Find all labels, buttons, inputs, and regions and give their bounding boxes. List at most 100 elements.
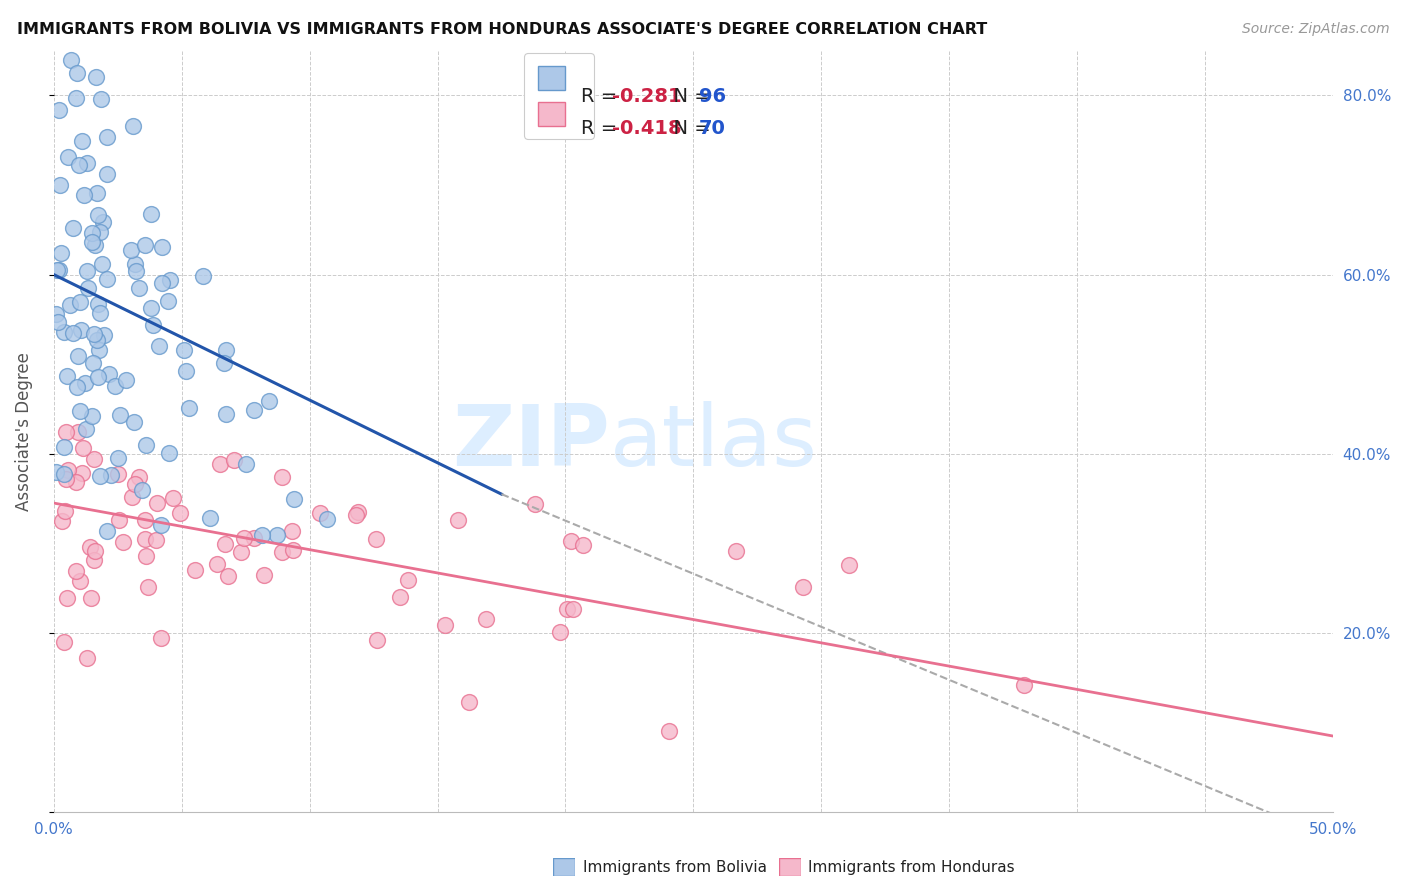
Point — [250, 527, 273, 541]
Point — [76, 156, 98, 170]
Point — [89, 225, 111, 239]
Point — [366, 532, 388, 546]
Point — [59, 298, 82, 312]
Point — [82, 235, 104, 250]
Point — [53, 440, 76, 454]
Point — [235, 458, 257, 472]
Point — [67, 158, 90, 172]
Point — [96, 130, 118, 145]
Point — [838, 558, 860, 572]
Point — [108, 408, 131, 422]
Point — [222, 452, 245, 467]
Point — [86, 333, 108, 347]
Point — [82, 409, 104, 423]
Point — [75, 422, 97, 436]
Point — [56, 463, 79, 477]
Point — [69, 574, 91, 589]
Point — [159, 273, 181, 287]
Point — [66, 66, 89, 80]
Point — [48, 262, 70, 277]
Text: -0.281: -0.281 — [612, 87, 682, 106]
Point — [76, 263, 98, 277]
Point — [65, 91, 87, 105]
Point — [231, 545, 253, 559]
Point — [658, 723, 681, 738]
Point — [148, 339, 170, 353]
Point — [243, 402, 266, 417]
Point — [93, 215, 115, 229]
Point — [80, 591, 103, 606]
Point — [124, 477, 146, 491]
Point — [69, 323, 91, 337]
Point — [60, 53, 83, 67]
Point — [107, 450, 129, 465]
Point — [53, 635, 76, 649]
Point — [66, 379, 89, 393]
Point — [215, 407, 238, 421]
Point — [84, 543, 107, 558]
Point — [433, 618, 456, 632]
Point — [121, 490, 143, 504]
Text: Source: ZipAtlas.com: Source: ZipAtlas.com — [1241, 22, 1389, 37]
Point — [243, 531, 266, 545]
Point — [98, 367, 121, 381]
Point — [283, 491, 305, 506]
Point — [96, 524, 118, 538]
Point — [232, 532, 254, 546]
Point — [87, 343, 110, 357]
Text: Immigrants from Honduras: Immigrants from Honduras — [808, 860, 1015, 874]
Text: N =: N = — [661, 87, 717, 106]
Point — [87, 369, 110, 384]
Point — [45, 263, 67, 277]
Point — [572, 538, 595, 552]
Text: IMMIGRANTS FROM BOLIVIA VS IMMIGRANTS FROM HONDURAS ASSOCIATE'S DEGREE CORRELATI: IMMIGRANTS FROM BOLIVIA VS IMMIGRANTS FR… — [17, 22, 987, 37]
Point — [149, 517, 172, 532]
Point — [49, 245, 72, 260]
Text: R =: R = — [581, 119, 623, 138]
Point — [177, 401, 200, 415]
Legend: , : , — [524, 53, 593, 139]
Point — [72, 442, 94, 456]
Point — [198, 511, 221, 525]
Point — [73, 187, 96, 202]
Point — [524, 497, 547, 511]
Point — [56, 591, 79, 605]
Point — [169, 506, 191, 520]
Point — [157, 446, 180, 460]
Point — [51, 514, 73, 528]
Point — [45, 307, 67, 321]
Point — [84, 237, 107, 252]
Point — [308, 506, 330, 520]
Point — [124, 415, 146, 429]
Point — [70, 467, 93, 481]
Point — [62, 220, 84, 235]
Point — [346, 508, 368, 522]
Point — [87, 207, 110, 221]
Point — [149, 631, 172, 645]
Point — [107, 467, 129, 482]
Point — [48, 103, 70, 118]
Point — [115, 374, 138, 388]
Point — [53, 325, 76, 339]
Point — [207, 557, 229, 571]
Point — [69, 295, 91, 310]
Point — [214, 343, 236, 358]
Point — [82, 356, 104, 370]
Point — [87, 297, 110, 311]
Point — [125, 264, 148, 278]
Point — [124, 257, 146, 271]
Point — [134, 513, 156, 527]
Point — [281, 542, 304, 557]
Text: ZIP: ZIP — [453, 401, 610, 484]
Point — [89, 305, 111, 319]
Point — [346, 505, 368, 519]
Point — [76, 651, 98, 665]
Point — [55, 472, 77, 486]
Point — [111, 534, 134, 549]
Point — [83, 452, 105, 467]
Point — [217, 569, 239, 583]
Point — [128, 281, 150, 295]
Point — [65, 475, 87, 489]
Point — [162, 491, 184, 505]
Point — [83, 553, 105, 567]
